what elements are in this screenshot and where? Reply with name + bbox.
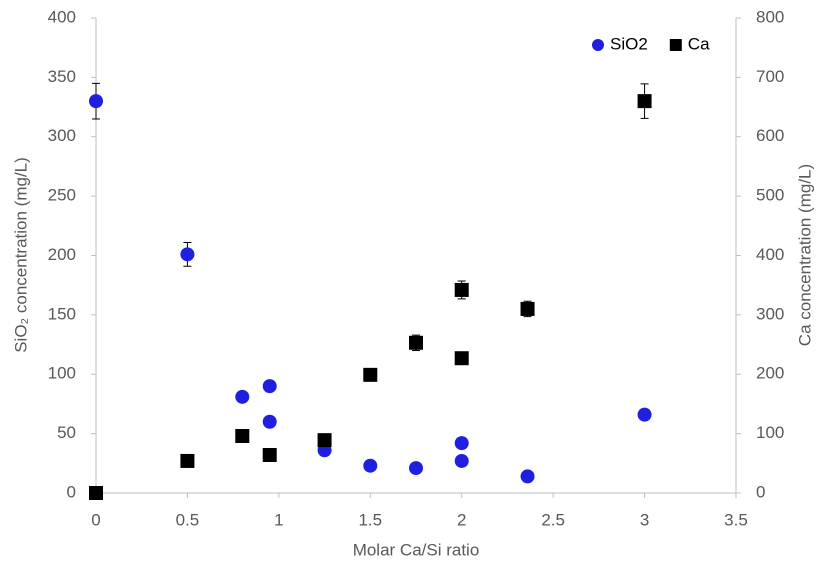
point bbox=[235, 429, 250, 443]
x-tick-label: 1 bbox=[274, 510, 283, 529]
x-axis-label: Molar Ca/Si ratio bbox=[353, 540, 480, 559]
legend-label: SiO2 bbox=[610, 34, 648, 53]
point bbox=[454, 453, 469, 468]
x-tick-label: 2 bbox=[457, 510, 466, 529]
point bbox=[89, 486, 103, 500]
y-tick-label: 250 bbox=[48, 186, 76, 205]
point bbox=[363, 458, 378, 473]
y-tick-label: 0 bbox=[67, 482, 76, 501]
y2-tick-label: 100 bbox=[756, 423, 784, 442]
y2-tick-label: 300 bbox=[756, 304, 784, 323]
y-tick-label: 200 bbox=[48, 245, 76, 264]
y2-tick-label: 200 bbox=[756, 364, 784, 383]
y-tick-label: 50 bbox=[57, 423, 76, 442]
point bbox=[454, 351, 469, 366]
y2-tick-label: 700 bbox=[756, 67, 784, 86]
x-tick-label: 0.5 bbox=[176, 510, 200, 529]
legend-marker bbox=[669, 39, 682, 51]
legend-marker bbox=[592, 39, 604, 51]
y-tick-label: 350 bbox=[48, 67, 76, 86]
point bbox=[409, 335, 423, 350]
point bbox=[363, 367, 378, 382]
x-tick-label: 2.5 bbox=[541, 510, 565, 529]
point bbox=[637, 407, 652, 422]
legend-label: Ca bbox=[688, 34, 710, 53]
point bbox=[235, 389, 250, 404]
point bbox=[454, 436, 469, 451]
y-tick-label: 400 bbox=[48, 7, 76, 26]
y2-tick-label: 0 bbox=[756, 482, 765, 501]
point bbox=[89, 94, 103, 109]
x-tick-label: 3.5 bbox=[724, 510, 748, 529]
y-tick-label: 300 bbox=[48, 126, 76, 145]
point bbox=[637, 94, 652, 109]
y-axis-label: SiO₂ concentration (mg/L) bbox=[11, 157, 30, 353]
y2-tick-label: 500 bbox=[756, 186, 784, 205]
point bbox=[520, 301, 535, 316]
y-tick-label: 150 bbox=[48, 304, 76, 323]
x-tick-label: 1.5 bbox=[358, 510, 382, 529]
point bbox=[262, 448, 277, 462]
x-tick-label: 3 bbox=[640, 510, 649, 529]
point bbox=[180, 453, 195, 468]
point bbox=[262, 379, 277, 394]
y2-tick-label: 400 bbox=[756, 245, 784, 264]
point bbox=[262, 414, 277, 429]
y2-tick-label: 800 bbox=[756, 7, 784, 26]
y2-tick-label: 600 bbox=[756, 126, 784, 145]
point bbox=[180, 247, 195, 262]
point bbox=[317, 433, 332, 448]
x-tick-label: 0 bbox=[91, 510, 100, 529]
y-tick-label: 100 bbox=[48, 364, 76, 383]
point bbox=[454, 282, 469, 297]
y2-axis-label: Ca concentration (mg/L) bbox=[795, 164, 814, 346]
point bbox=[520, 469, 535, 484]
point bbox=[409, 461, 423, 476]
